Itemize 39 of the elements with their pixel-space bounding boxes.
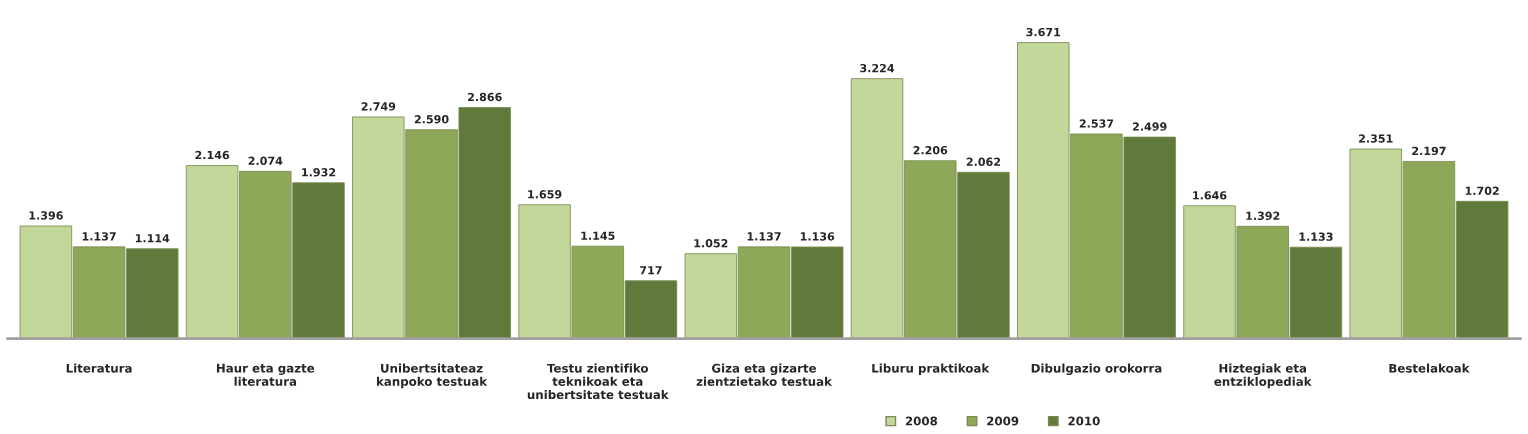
x-tick-label: Haur eta gazte literatura bbox=[216, 363, 315, 386]
data-label: 1.396 bbox=[29, 211, 63, 220]
data-label: 1.145 bbox=[581, 231, 615, 240]
data-label: 2.351 bbox=[1359, 134, 1393, 143]
data-label: 1.136 bbox=[800, 232, 835, 241]
legend-label: 2009 bbox=[987, 416, 1019, 426]
legend-label: 2010 bbox=[1068, 416, 1100, 426]
x-tick-label: Dibulgazio orokorra bbox=[1031, 363, 1162, 376]
x-tick-label: Liburu praktikoak bbox=[872, 363, 990, 375]
x-tick-label: Giza eta gizarte zientzietako testuak bbox=[696, 363, 833, 386]
data-label: 1.702 bbox=[1465, 186, 1499, 196]
data-label: 2.749 bbox=[361, 102, 396, 111]
data-label: 2.146 bbox=[195, 150, 230, 160]
legend-label: 2008 bbox=[905, 416, 938, 426]
data-label: 2.206 bbox=[913, 145, 948, 155]
data-label: 1.646 bbox=[1193, 191, 1227, 200]
x-tick-label: Hiztegiak eta entziklopediak bbox=[1214, 363, 1312, 389]
data-label: 3.671 bbox=[1026, 27, 1061, 37]
x-tick-label: Unibertsitateaz kanpoko testuak bbox=[376, 363, 488, 389]
data-label: 2.866 bbox=[468, 92, 502, 102]
data-label: 3.224 bbox=[860, 63, 895, 73]
data-label: 1.137 bbox=[82, 232, 116, 241]
data-label: 1.392 bbox=[1246, 211, 1280, 220]
x-tick-label: Bestelakoak bbox=[1389, 363, 1470, 373]
data-label: 2.537 bbox=[1079, 119, 1114, 128]
data-label: 2.499 bbox=[1132, 122, 1167, 131]
data-label: 2.590 bbox=[414, 115, 449, 124]
data-label: 717 bbox=[640, 266, 662, 275]
data-label: 2.197 bbox=[1412, 146, 1446, 156]
data-label: 1.659 bbox=[528, 190, 562, 199]
x-tick-label: Testu zientifiko teknikoak eta unibertsitate testuak bbox=[527, 363, 669, 400]
data-label: 1.932 bbox=[302, 168, 336, 177]
x-tick-label: Literatura bbox=[66, 363, 132, 373]
data-label: 1.137 bbox=[747, 232, 781, 241]
data-label: 2.074 bbox=[248, 156, 283, 166]
data-label: 1.114 bbox=[135, 234, 170, 243]
data-label: 2.062 bbox=[966, 157, 1001, 166]
data-label: 1.133 bbox=[1299, 232, 1333, 241]
data-label: 1.052 bbox=[694, 239, 728, 248]
